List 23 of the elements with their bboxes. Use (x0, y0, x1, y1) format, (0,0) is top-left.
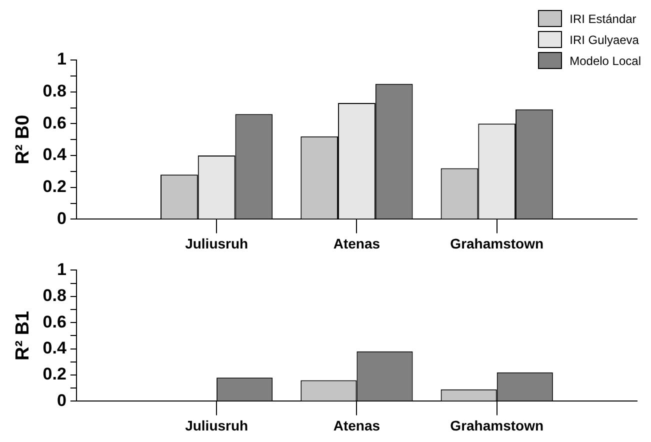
y-tick-label: 0.2 (42, 364, 66, 384)
y-tick-label: 0.8 (42, 82, 66, 101)
y-tick-label: 1 (56, 50, 66, 69)
x-tick-label: Juliusruh (185, 417, 248, 434)
legend-label: IRI Gulyaeva (570, 32, 639, 46)
y-tick-label: 0.4 (42, 145, 67, 164)
y-tick-label: 0.6 (42, 113, 66, 132)
y-tick-label: 0 (56, 208, 66, 228)
x-tick-label: Atenas (333, 417, 380, 434)
y-tick-label: 0.2 (42, 177, 66, 196)
y-tick-label: 0.4 (42, 338, 67, 358)
x-tick-label: Grahamstown (450, 417, 544, 434)
y-tick-label: 0.8 (42, 286, 66, 306)
legend-label: Modelo Local (570, 54, 641, 68)
y-tick-label: 1 (56, 260, 66, 279)
x-tick-label: Grahamstown (450, 235, 544, 252)
y-axis-title: R² B0 (12, 114, 34, 164)
x-tick-label: Atenas (333, 235, 380, 252)
x-tick-label: Juliusruh (185, 235, 248, 252)
y-axis-title: R² B1 (12, 310, 34, 361)
y-tick-label: 0.6 (42, 312, 66, 332)
legend-label: IRI Estándar (570, 12, 636, 26)
y-tick-label: 0 (56, 390, 66, 410)
